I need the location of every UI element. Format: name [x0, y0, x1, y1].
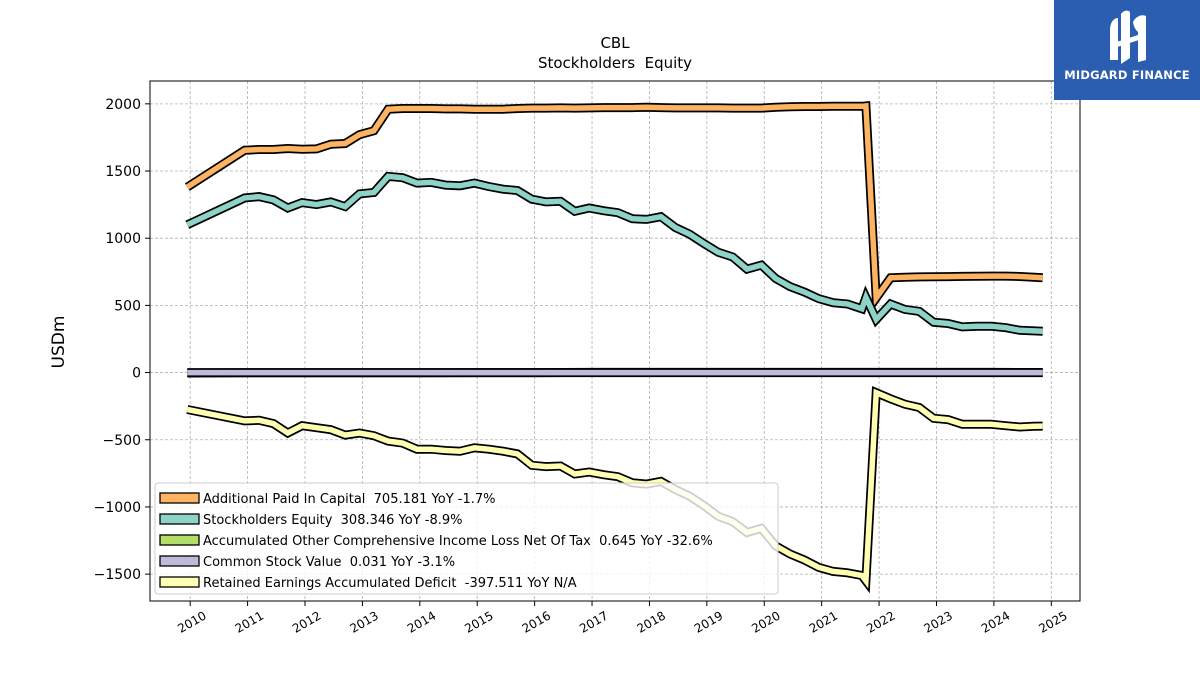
y-tick-label: −1000	[94, 500, 141, 516]
x-tick-label: 2010	[175, 608, 208, 635]
y-tick-label: −500	[103, 433, 141, 449]
x-tick-label: 2015	[462, 608, 495, 635]
legend: Additional Paid In Capital 705.181 YoY -…	[154, 482, 779, 595]
y-tick-label: 1000	[105, 231, 141, 247]
legend-label: Accumulated Other Comprehensive Income L…	[203, 534, 713, 549]
chart-title: CBL	[600, 34, 630, 52]
series-layer	[184, 100, 1044, 594]
x-ticks: 2010 2011 2012 2013 2014 2015 2016 2017 2018 2019…	[175, 601, 1070, 636]
series-line	[185, 102, 1043, 306]
brand-logo: MIDGARD FINANCE	[1054, 0, 1200, 100]
y-tick-label: 1500	[105, 164, 141, 180]
y-ticks: 2000 1500 1000 500 0 −500 −1000 −1500	[94, 97, 150, 583]
legend-swatch	[159, 513, 200, 525]
legend-label: Common Stock Value 0.031 YoY -3.1%	[203, 555, 455, 570]
x-tick-label: 2016	[520, 608, 553, 635]
x-tick-label: 2022	[864, 608, 897, 635]
x-tick-label: 2012	[290, 608, 323, 635]
y-tick-label: −1500	[94, 567, 141, 583]
legend-box	[154, 482, 779, 595]
legend-label: Stockholders Equity 308.346 YoY -8.9%	[203, 513, 463, 528]
logo-text: MIDGARD FINANCE	[1064, 68, 1190, 82]
y-axis-label: USDm	[49, 316, 69, 369]
legend-swatch	[159, 555, 200, 567]
chart-subtitle: Stockholders Equity	[538, 54, 692, 72]
y-tick-label: 2000	[105, 97, 141, 113]
x-tick-label: 2019	[692, 608, 725, 635]
legend-label: Additional Paid In Capital 705.181 YoY -…	[203, 492, 496, 507]
legend-swatch	[159, 576, 200, 588]
legend-label: Retained Earnings Accumulated Deficit -3…	[203, 576, 577, 591]
y-tick-label: 0	[132, 366, 141, 382]
legend-swatch	[159, 492, 200, 504]
axes-frame	[149, 80, 1081, 602]
x-tick-label: 2014	[405, 608, 438, 635]
y-tick-label: 500	[114, 298, 141, 314]
x-tick-label: 2018	[634, 608, 667, 635]
x-tick-label: 2011	[233, 608, 266, 635]
logo-mark-icon	[1110, 10, 1146, 65]
x-tick-label: 2021	[807, 608, 840, 635]
x-tick-label: 2017	[577, 608, 610, 635]
series-line	[186, 173, 1043, 334]
legend-swatch	[159, 534, 200, 546]
x-tick-label: 2024	[979, 608, 1012, 635]
x-tick-label: 2023	[922, 608, 955, 635]
x-tick-label: 2025	[1036, 608, 1069, 635]
x-tick-label: 2013	[347, 608, 380, 635]
plot-frame	[149, 80, 1081, 602]
x-tick-label: 2020	[749, 608, 782, 635]
